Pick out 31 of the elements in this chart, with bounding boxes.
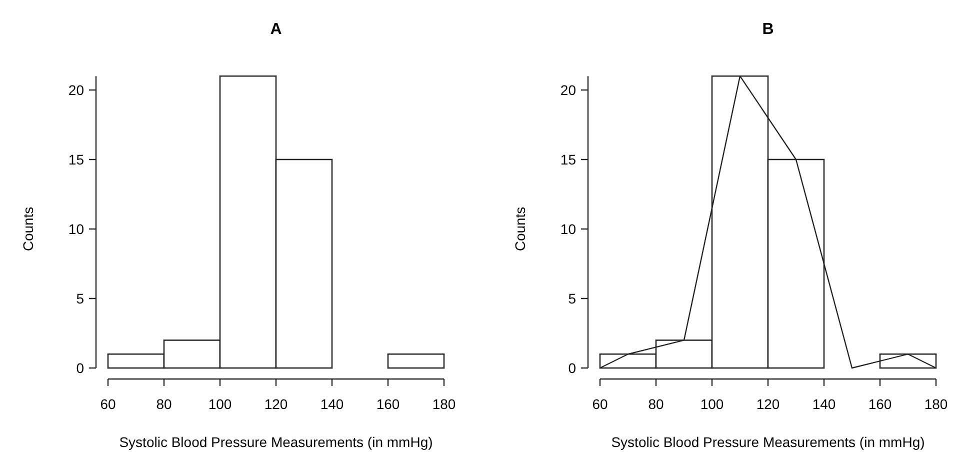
x-axis-title: Systolic Blood Pressure Measurements (in mmHg) (611, 434, 925, 450)
y-tick-label: 15 (68, 152, 84, 168)
x-tick-label: 180 (432, 396, 456, 412)
y-tick-label: 20 (68, 82, 84, 98)
chart-title: B (762, 21, 774, 38)
x-tick-label: 120 (264, 396, 288, 412)
y-tick-label: 15 (560, 152, 576, 168)
x-axis-title: Systolic Blood Pressure Measurements (in mmHg) (119, 434, 433, 450)
chart-title: A (270, 21, 282, 38)
x-tick-label: 80 (648, 396, 664, 412)
y-tick-label: 10 (68, 221, 84, 237)
x-tick-label: 140 (320, 396, 344, 412)
y-axis-title: Counts (512, 206, 528, 252)
line-series (599, 76, 937, 369)
y-tick-label: 0 (568, 360, 576, 376)
x-tick-label: 60 (592, 396, 608, 412)
x-tick-label: 60 (100, 396, 116, 412)
x-tick-label: 100 (700, 396, 724, 412)
y-tick-label: 5 (76, 290, 84, 306)
x-tick-label: 140 (812, 396, 836, 412)
x-tick-label: 120 (756, 396, 780, 412)
x-tick-label: 80 (156, 396, 172, 412)
y-tick-label: 5 (568, 290, 576, 306)
y-tick-label: 10 (560, 221, 576, 237)
y-axis-title: Counts (20, 206, 36, 252)
x-tick-label: 160 (376, 396, 400, 412)
y-tick-label: 0 (76, 360, 84, 376)
x-tick-label: 160 (868, 396, 892, 412)
x-tick-label: 100 (208, 396, 232, 412)
x-tick-label: 180 (924, 396, 948, 412)
y-tick-label: 20 (560, 82, 576, 98)
